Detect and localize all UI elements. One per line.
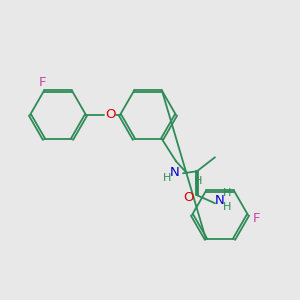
Text: O: O xyxy=(105,109,115,122)
Text: F: F xyxy=(252,212,260,224)
Text: H: H xyxy=(223,202,231,212)
Text: H: H xyxy=(223,188,231,198)
Text: N: N xyxy=(170,166,180,179)
Text: H: H xyxy=(194,176,202,186)
Text: O: O xyxy=(184,191,194,204)
Text: H: H xyxy=(163,173,171,183)
Text: N: N xyxy=(215,194,225,207)
Text: F: F xyxy=(38,76,46,89)
